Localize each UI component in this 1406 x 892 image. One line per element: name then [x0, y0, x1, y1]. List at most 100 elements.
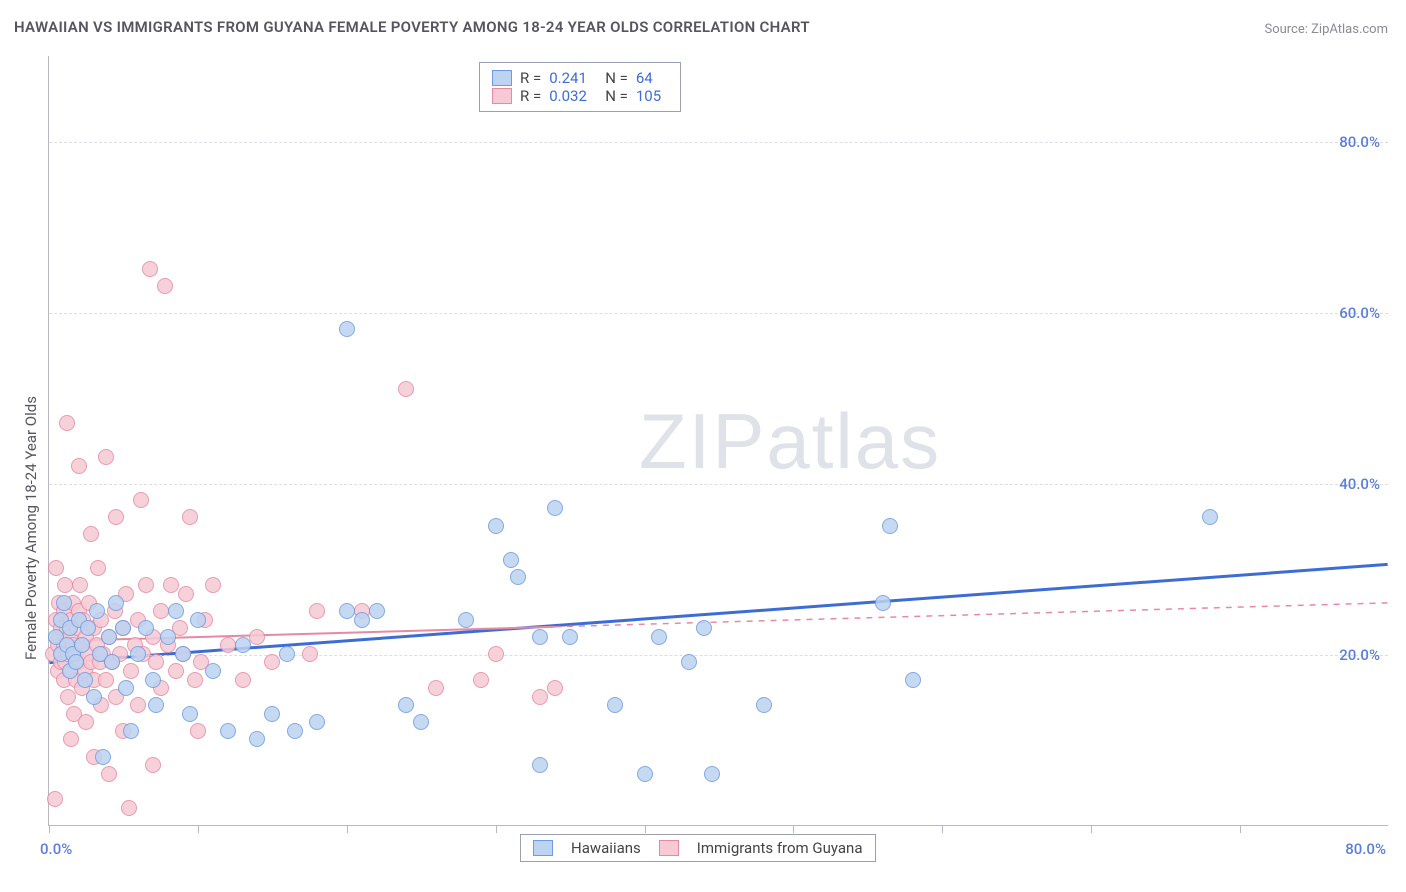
scatter-point-guyana: [71, 458, 87, 474]
scatter-point-guyana: [532, 689, 548, 705]
swatch-guyana-bottom: [659, 840, 679, 856]
scatter-point-hawaiians: [651, 629, 667, 645]
scatter-point-hawaiians: [875, 595, 891, 611]
scatter-point-guyana: [83, 526, 99, 542]
scatter-point-guyana: [148, 654, 164, 670]
scatter-point-guyana: [78, 714, 94, 730]
scatter-point-guyana: [98, 449, 114, 465]
scatter-point-guyana: [63, 731, 79, 747]
scatter-point-guyana: [123, 663, 139, 679]
legend-correlation: R = 0.241 N = 64 R = 0.032 N = 105: [479, 62, 681, 112]
r-value-guyana: 0.032: [549, 87, 597, 105]
scatter-point-guyana: [205, 577, 221, 593]
plot-area: ZIPatlas R = 0.241 N = 64 R = 0.032 N = …: [48, 56, 1388, 826]
x-origin-label: 0.0%: [40, 840, 72, 858]
scatter-point-guyana: [57, 577, 73, 593]
scatter-point-hawaiians: [607, 697, 623, 713]
scatter-point-hawaiians: [413, 714, 429, 730]
legend-series: Hawaiians Immigrants from Guyana: [520, 834, 876, 862]
x-tick: [198, 825, 199, 833]
scatter-point-hawaiians: [681, 654, 697, 670]
legend-label-guyana: Immigrants from Guyana: [697, 839, 863, 857]
x-tick: [645, 825, 646, 833]
scatter-point-guyana: [264, 654, 280, 670]
r-label: R =: [520, 69, 541, 87]
scatter-point-guyana: [59, 415, 75, 431]
scatter-point-hawaiians: [354, 612, 370, 628]
scatter-point-hawaiians: [488, 518, 504, 534]
scatter-point-hawaiians: [160, 629, 176, 645]
scatter-point-hawaiians: [510, 569, 526, 585]
scatter-point-hawaiians: [532, 757, 548, 773]
scatter-point-hawaiians: [74, 637, 90, 653]
scatter-point-guyana: [309, 603, 325, 619]
n-value-guyana: 105: [636, 87, 668, 105]
chart-title: HAWAIIAN VS IMMIGRANTS FROM GUYANA FEMAL…: [14, 18, 810, 36]
gridline-h: [49, 484, 1388, 485]
scatter-point-guyana: [187, 672, 203, 688]
scatter-point-hawaiians: [637, 766, 653, 782]
scatter-point-hawaiians: [104, 654, 120, 670]
scatter-point-hawaiians: [547, 500, 563, 516]
scatter-point-hawaiians: [458, 612, 474, 628]
x-tick: [1091, 825, 1092, 833]
scatter-point-guyana: [488, 646, 504, 662]
scatter-point-hawaiians: [220, 723, 236, 739]
scatter-point-guyana: [47, 791, 63, 807]
scatter-point-hawaiians: [562, 629, 578, 645]
legend-row-hawaiians: R = 0.241 N = 64: [492, 69, 668, 87]
gridline-h: [49, 313, 1388, 314]
x-tick: [347, 825, 348, 833]
scatter-point-hawaiians: [205, 663, 221, 679]
scatter-point-guyana: [398, 381, 414, 397]
x-end-label: 80.0%: [1345, 840, 1386, 858]
scatter-point-guyana: [153, 603, 169, 619]
scatter-point-hawaiians: [95, 749, 111, 765]
scatter-point-guyana: [190, 723, 206, 739]
n-label: N =: [605, 87, 628, 105]
scatter-point-hawaiians: [175, 646, 191, 662]
x-tick: [496, 825, 497, 833]
scatter-point-hawaiians: [503, 552, 519, 568]
scatter-point-hawaiians: [235, 637, 251, 653]
scatter-point-hawaiians: [287, 723, 303, 739]
scatter-point-guyana: [130, 697, 146, 713]
scatter-point-hawaiians: [168, 603, 184, 619]
scatter-point-hawaiians: [309, 714, 325, 730]
r-value-hawaiians: 0.241: [549, 69, 597, 87]
scatter-point-hawaiians: [68, 654, 84, 670]
scatter-point-guyana: [121, 800, 137, 816]
y-tick-label: 80.0%: [1339, 133, 1380, 151]
scatter-point-hawaiians: [123, 723, 139, 739]
x-tick: [942, 825, 943, 833]
scatter-point-hawaiians: [108, 595, 124, 611]
y-axis-label: Female Poverty Among 18-24 Year Olds: [22, 396, 40, 660]
x-tick: [1240, 825, 1241, 833]
scatter-point-guyana: [90, 560, 106, 576]
scatter-point-hawaiians: [532, 629, 548, 645]
scatter-point-hawaiians: [56, 595, 72, 611]
scatter-point-hawaiians: [86, 689, 102, 705]
scatter-point-guyana: [302, 646, 318, 662]
gridline-h: [49, 655, 1388, 656]
trend-line-guyana-projected: [555, 603, 1388, 627]
swatch-hawaiians: [492, 70, 512, 86]
scatter-point-guyana: [72, 577, 88, 593]
scatter-point-guyana: [235, 672, 251, 688]
scatter-point-guyana: [249, 629, 265, 645]
source-label: Source: ZipAtlas.com: [1264, 22, 1388, 37]
scatter-point-hawaiians: [398, 697, 414, 713]
x-tick: [49, 825, 50, 833]
gridline-h: [49, 142, 1388, 143]
scatter-point-hawaiians: [130, 646, 146, 662]
watermark-text: ZIPatlas: [639, 397, 941, 485]
scatter-point-guyana: [168, 663, 184, 679]
scatter-point-hawaiians: [1202, 509, 1218, 525]
scatter-point-guyana: [48, 560, 64, 576]
y-tick-label: 40.0%: [1339, 475, 1380, 493]
scatter-point-guyana: [145, 757, 161, 773]
scatter-point-hawaiians: [77, 672, 93, 688]
scatter-point-guyana: [163, 577, 179, 593]
scatter-point-guyana: [220, 637, 236, 653]
swatch-hawaiians-bottom: [533, 840, 553, 856]
